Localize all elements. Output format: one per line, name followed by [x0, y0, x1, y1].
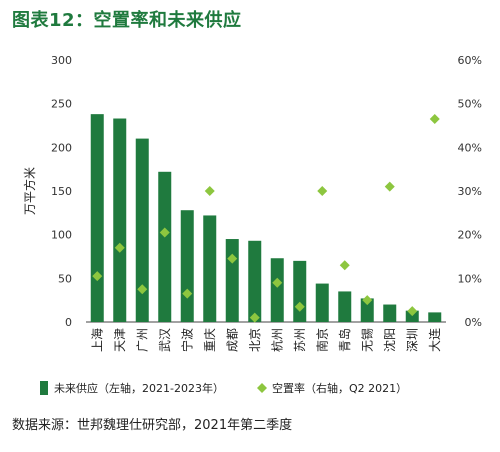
- y-tick-label: 250: [51, 98, 72, 111]
- x-tick-label: 重庆: [203, 328, 217, 352]
- y-tick-label: 0: [65, 316, 72, 329]
- bar: [90, 114, 104, 322]
- bar: [203, 215, 217, 322]
- bar: [360, 298, 374, 322]
- legend-swatch-bar: [40, 381, 48, 395]
- bar: [113, 118, 127, 322]
- y2-tick-label: 0%: [465, 316, 482, 329]
- y2-tick-label: 10%: [458, 272, 482, 285]
- y-tick-label: 300: [51, 54, 72, 67]
- vacancy-point: [317, 186, 328, 196]
- x-tick-label: 苏州: [293, 328, 307, 352]
- x-tick-label: 无锡: [359, 328, 374, 352]
- bar: [158, 171, 172, 322]
- bar: [315, 283, 329, 322]
- y-tick-label: 200: [51, 141, 72, 154]
- y2-tick-label: 50%: [458, 98, 482, 111]
- x-tick-label: 广州: [135, 328, 149, 352]
- bar: [428, 312, 442, 322]
- y2-tick-label: 60%: [458, 54, 482, 67]
- bar: [135, 138, 149, 322]
- legend-label: 未来供应（左轴，2021-2023年）: [54, 381, 224, 395]
- bar: [405, 310, 419, 322]
- y-tick-label: 100: [51, 229, 72, 242]
- x-tick-label: 大连: [427, 328, 442, 352]
- bar: [338, 291, 352, 322]
- x-tick-label: 青岛: [337, 328, 352, 352]
- vacancy-point: [204, 186, 215, 196]
- x-tick-label: 武汉: [158, 328, 172, 352]
- bar: [293, 260, 307, 322]
- x-tick-label: 成都: [225, 328, 239, 352]
- chart-title: 图表12：空置率和未来供应: [12, 10, 242, 31]
- vacancy-point: [362, 295, 373, 306]
- y2-tick-label: 40%: [458, 141, 482, 154]
- source-note: 数据来源：世邦魏理仕研究部，2021年第二季度: [12, 418, 293, 433]
- vacancy-point: [429, 113, 440, 124]
- x-tick-label: 杭州: [269, 328, 284, 352]
- y-axis-title: 万平方米: [22, 167, 37, 215]
- legend-swatch-point: [257, 383, 267, 393]
- y-tick-label: 150: [51, 185, 72, 198]
- vacancy-point: [294, 301, 305, 312]
- vacancy-point: [384, 181, 395, 192]
- bar: [180, 210, 194, 322]
- bar: [225, 239, 239, 322]
- vacancy-point: [182, 288, 193, 299]
- y2-tick-label: 30%: [458, 185, 482, 198]
- vacancy-point: [92, 271, 103, 282]
- x-tick-label: 深圳: [405, 328, 419, 352]
- legend-label: 空置率（右轴，Q2 2021）: [272, 381, 407, 395]
- vacancy-point: [339, 260, 350, 271]
- x-tick-label: 上海: [89, 328, 104, 352]
- vacancy-point: [159, 227, 170, 238]
- vacancy-point: [249, 312, 260, 323]
- vacancy-point: [272, 277, 283, 288]
- x-tick-label: 天津: [113, 328, 127, 352]
- vacancy-point: [114, 242, 125, 253]
- x-tick-label: 沈阳: [382, 328, 397, 352]
- x-tick-label: 南京: [314, 328, 329, 352]
- y2-tick-label: 20%: [458, 229, 482, 242]
- vacancy-point: [137, 284, 148, 295]
- bar: [270, 258, 284, 322]
- bar: [383, 304, 397, 322]
- vacancy-point: [227, 253, 238, 264]
- x-tick-label: 宁波: [179, 328, 194, 352]
- x-tick-label: 北京: [248, 328, 262, 352]
- bar: [248, 240, 262, 322]
- vacancy-point: [407, 306, 418, 317]
- y-tick-label: 50: [58, 272, 72, 285]
